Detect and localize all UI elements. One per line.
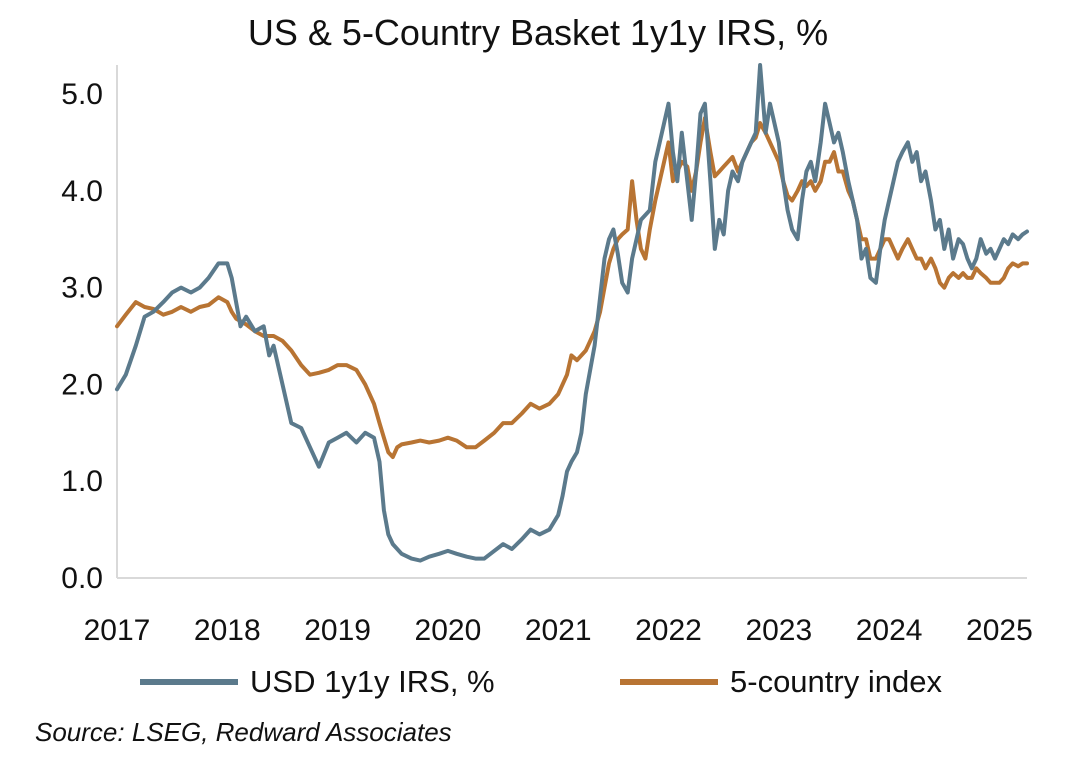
legend-item-5-country-index: 5-country index <box>620 662 942 702</box>
x-tick-label: 2017 <box>84 614 151 647</box>
series-line-usd-1y1y-irs <box>115 63 1029 563</box>
y-tick-label: 5.0 <box>61 78 103 111</box>
y-tick-label: 1.0 <box>61 465 103 498</box>
legend-item-usd-1y1y-irs: USD 1y1y IRS, % <box>140 662 495 702</box>
legend-label-5-country: 5-country index <box>730 664 942 699</box>
x-tick-label: 2022 <box>635 614 702 647</box>
y-tick-label: 3.0 <box>61 272 103 305</box>
chart-title: US & 5-Country Basket 1y1y IRS, % <box>247 12 829 53</box>
x-axis-ticks: 2017 2018 2019 2020 2021 2022 2023 2024 2025 <box>84 614 1033 647</box>
x-tick-label: 2025 <box>966 614 1033 647</box>
x-tick-label: 2018 <box>194 614 261 647</box>
y-tick-label: 2.0 <box>61 368 103 401</box>
x-tick-label: 2020 <box>415 614 482 647</box>
y-axis-ticks: 0.0 1.0 2.0 3.0 4.0 5.0 <box>61 78 103 595</box>
axes <box>116 65 1027 579</box>
legend-label-usd: USD 1y1y IRS, % <box>250 664 495 699</box>
y-tick-label: 4.0 <box>61 175 103 208</box>
legend-swatch-usd <box>140 679 238 685</box>
x-tick-label: 2021 <box>525 614 592 647</box>
y-tick-label: 0.0 <box>61 562 103 595</box>
x-tick-label: 2019 <box>304 614 371 647</box>
legend-swatch-5-country <box>620 679 718 685</box>
source-note: Source: LSEG, Redward Associates <box>35 717 452 747</box>
x-tick-label: 2023 <box>745 614 812 647</box>
x-tick-label: 2024 <box>856 614 923 647</box>
series-lines <box>115 63 1029 563</box>
series-line-5-country-index <box>115 116 1029 459</box>
